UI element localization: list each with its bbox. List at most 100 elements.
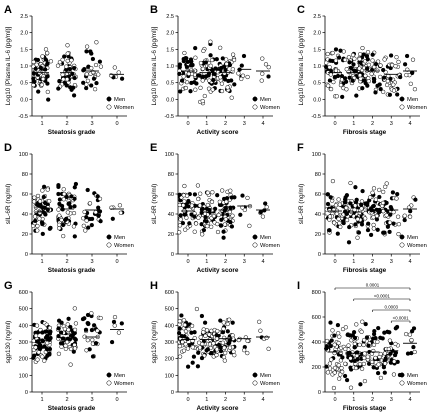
data-point-women [183, 227, 188, 232]
data-point-men [186, 204, 191, 209]
data-point-women [203, 333, 208, 339]
data-point-men [72, 185, 77, 190]
y-tick-label: -0.5 [18, 114, 28, 120]
p-value-label: <0.0001 [374, 294, 391, 299]
data-point-women [207, 78, 212, 83]
data-point-women [208, 63, 213, 68]
data-point-men [94, 80, 99, 86]
data-point-women [332, 220, 337, 225]
data-point-men [365, 227, 371, 233]
data-point-men [89, 222, 94, 228]
data-point-women [352, 56, 357, 61]
data-point-women [357, 66, 362, 71]
data-point-women [369, 71, 374, 76]
data-point-men [382, 230, 387, 235]
data-point-women [357, 361, 363, 367]
data-point-men [366, 343, 371, 348]
data-point-men [203, 60, 208, 65]
data-point-women [228, 188, 233, 193]
x-tick-label: 2 [224, 121, 227, 127]
y-tick-label: 2.0 [313, 31, 321, 37]
data-point-women [382, 361, 388, 366]
data-point-women [47, 325, 53, 331]
data-point-women [378, 63, 383, 68]
data-point-women [177, 202, 182, 208]
data-point-men [375, 370, 381, 376]
data-point-men [89, 327, 95, 333]
data-point-men [69, 194, 74, 199]
data-point-men [324, 346, 329, 351]
x-tick-label: 1 [40, 259, 43, 265]
legend-label-men: Men [260, 235, 271, 241]
y-tick-label: -0.5 [164, 114, 174, 120]
data-point-men [181, 58, 186, 64]
data-point-men [31, 355, 36, 360]
legend-label-men: Men [114, 97, 125, 103]
data-point-men [363, 81, 368, 86]
data-point-women [112, 65, 117, 70]
data-point-men [356, 230, 362, 235]
data-point-men [388, 212, 393, 217]
legend-label-women: Women [260, 381, 280, 387]
data-point-men [178, 213, 183, 218]
data-point-women [31, 338, 36, 343]
data-point-men [82, 316, 87, 321]
data-point-men [199, 355, 205, 361]
data-point-women [98, 64, 104, 69]
data-point-men [342, 373, 348, 379]
data-point-men [56, 333, 61, 339]
data-point-women [202, 93, 207, 99]
x-tick-label: 3 [390, 397, 393, 403]
data-point-women [365, 354, 370, 359]
data-point-women [95, 328, 100, 333]
data-point-men [211, 77, 216, 83]
legend-marker-men [252, 234, 258, 240]
data-point-women [181, 348, 187, 353]
data-point-women [82, 209, 87, 215]
data-point-men [61, 336, 66, 341]
data-point-women [407, 332, 413, 337]
data-point-men [84, 214, 89, 220]
data-point-women [68, 362, 73, 367]
data-point-men [81, 68, 86, 73]
data-point-men [258, 209, 263, 215]
panel-label: H [150, 280, 158, 292]
panel-label: B [150, 4, 158, 16]
data-point-men [335, 231, 340, 236]
data-point-men [395, 92, 400, 97]
panel-a: A -0.5 0.0 0.5 1.0 1.5 2.0 2.5 1 2 3 0 Steatosis gra… [4, 4, 134, 136]
data-point-men [184, 56, 189, 61]
data-point-men [398, 74, 403, 80]
data-point-women [55, 63, 61, 68]
data-point-men [180, 220, 186, 226]
data-point-women [393, 64, 398, 69]
data-point-women [218, 45, 223, 50]
y-axis-title: sIL-6R (ng/ml) [5, 184, 12, 224]
data-point-men [85, 187, 90, 193]
data-point-men [348, 201, 353, 206]
data-point-women [112, 314, 118, 320]
legend-marker-men [399, 234, 405, 240]
data-point-men [86, 321, 91, 326]
data-point-men [266, 74, 271, 79]
data-point-men [408, 209, 413, 214]
data-point-women [371, 342, 377, 348]
data-point-women [34, 323, 40, 328]
data-point-women [359, 329, 364, 334]
panel-label: D [4, 142, 12, 154]
x-tick-label: 2 [65, 397, 68, 403]
y-tick-label: 2.5 [166, 14, 174, 20]
data-point-women [353, 365, 359, 371]
data-point-men [347, 224, 352, 230]
data-point-women [229, 95, 234, 100]
data-point-women [230, 52, 236, 57]
data-point-women [350, 52, 356, 58]
x-tick-label: 1 [40, 121, 43, 127]
data-point-women [337, 202, 342, 207]
y-tick-label: 0.0 [166, 97, 174, 103]
data-point-women [245, 338, 250, 344]
data-point-men [382, 370, 387, 375]
data-point-men [72, 75, 77, 81]
data-point-women [373, 355, 378, 361]
data-point-women [362, 378, 368, 384]
